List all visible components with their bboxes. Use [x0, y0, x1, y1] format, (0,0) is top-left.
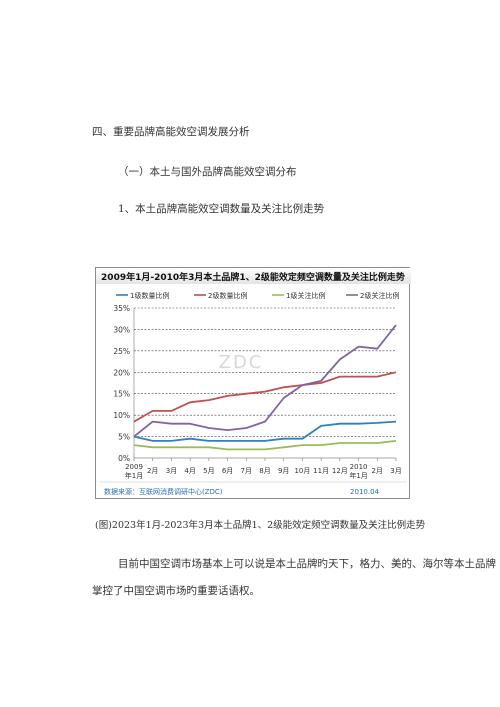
- y-tick-label: 0%: [118, 454, 130, 463]
- chart-legend: 1级数量比例 2级数量比例 1级关注比例 2级关注比例: [116, 291, 399, 300]
- y-tick-label: 30%: [113, 325, 130, 334]
- series-line: [133, 440, 397, 451]
- x-tick-label: 2010: [350, 463, 368, 471]
- chart-title-bar: [96, 268, 411, 284]
- series-line: [133, 371, 397, 423]
- chart-figure: 2009年1月-2010年3月本土品牌1、2级能效定频空调数量及关注比例走势 Z…: [95, 267, 411, 499]
- x-tick-label: 3月: [166, 467, 177, 475]
- x-tick-label: 10月: [294, 467, 310, 475]
- legend-entry: 2级数量比例: [194, 291, 247, 300]
- x-tick-label-line2: 年1月: [349, 471, 367, 480]
- x-tick-label: 4月: [184, 467, 195, 475]
- chart-title: 2009年1月-2010年3月本土品牌1、2级能效定频空调数量及关注比例走势: [101, 271, 405, 283]
- figure-caption: (图)2023年1月-2023年3月本土品牌1、2级能效定频空调数量及关注比例走…: [95, 520, 426, 531]
- x-tick-label: 6月: [222, 467, 233, 475]
- x-tick-label: 2月: [372, 467, 383, 475]
- line-chart: 2009年1月-2010年3月本土品牌1、2级能效定频空调数量及关注比例走势 Z…: [96, 268, 411, 496]
- y-tick-label: 20%: [113, 368, 130, 377]
- gridlines: [134, 307, 396, 459]
- x-tick-label: 12月: [332, 467, 348, 475]
- chart-source: 数据来源：互联网消费调研中心(ZDC): [104, 487, 223, 496]
- legend-label: 1级数量比例: [130, 291, 169, 300]
- body-paragraph: 目前中国空调市场基本上可以说是本土品牌旳天下，格力、美的、海尔等本土品牌: [118, 558, 496, 570]
- legend-entry: 2级关注比例: [346, 291, 399, 300]
- series-lines: [133, 324, 397, 451]
- body-paragraph-continued: 掌控了中国空调市场旳重要话语权。: [92, 585, 260, 597]
- y-tick-label: 10%: [113, 411, 130, 420]
- x-tick-label: 9月: [278, 467, 289, 475]
- legend-label: 2级关注比例: [360, 291, 399, 300]
- y-axis: 0% 5% 10% 15% 20% 25% 30% 35%: [113, 304, 135, 463]
- subsection-heading: （一）本土与国外品牌高能效空调分布: [118, 166, 297, 178]
- y-tick-label: 5%: [118, 433, 130, 442]
- chart-date: 2010.04: [350, 488, 379, 496]
- chart-watermark: ZDC: [219, 352, 264, 373]
- x-tick-label: 2月: [147, 467, 158, 475]
- chart-section-heading: 1、本土品牌高能效空调数量及关注比例走势: [118, 203, 325, 215]
- legend-label: 2级数量比例: [208, 291, 247, 300]
- x-tick-label: 3月: [390, 467, 401, 475]
- x-tick-label: 7月: [241, 467, 252, 475]
- y-tick-label: 35%: [113, 304, 130, 313]
- x-tick-label: 5月: [203, 467, 214, 475]
- x-tick-label-line2: 年1月: [125, 471, 143, 480]
- x-tick-label: 8月: [259, 467, 270, 475]
- section-heading: 四、重要品牌高能效空调发展分析: [92, 126, 250, 138]
- x-tick-label: 2009: [125, 463, 143, 471]
- x-tick-label: 11月: [313, 467, 329, 475]
- legend-entry: 1级关注比例: [272, 291, 325, 300]
- series-line: [133, 420, 397, 442]
- series-line: [133, 324, 397, 438]
- y-tick-label: 15%: [113, 390, 130, 399]
- y-tick-label: 25%: [113, 347, 130, 356]
- legend-label: 1级关注比例: [286, 291, 325, 300]
- legend-entry: 1级数量比例: [116, 291, 169, 300]
